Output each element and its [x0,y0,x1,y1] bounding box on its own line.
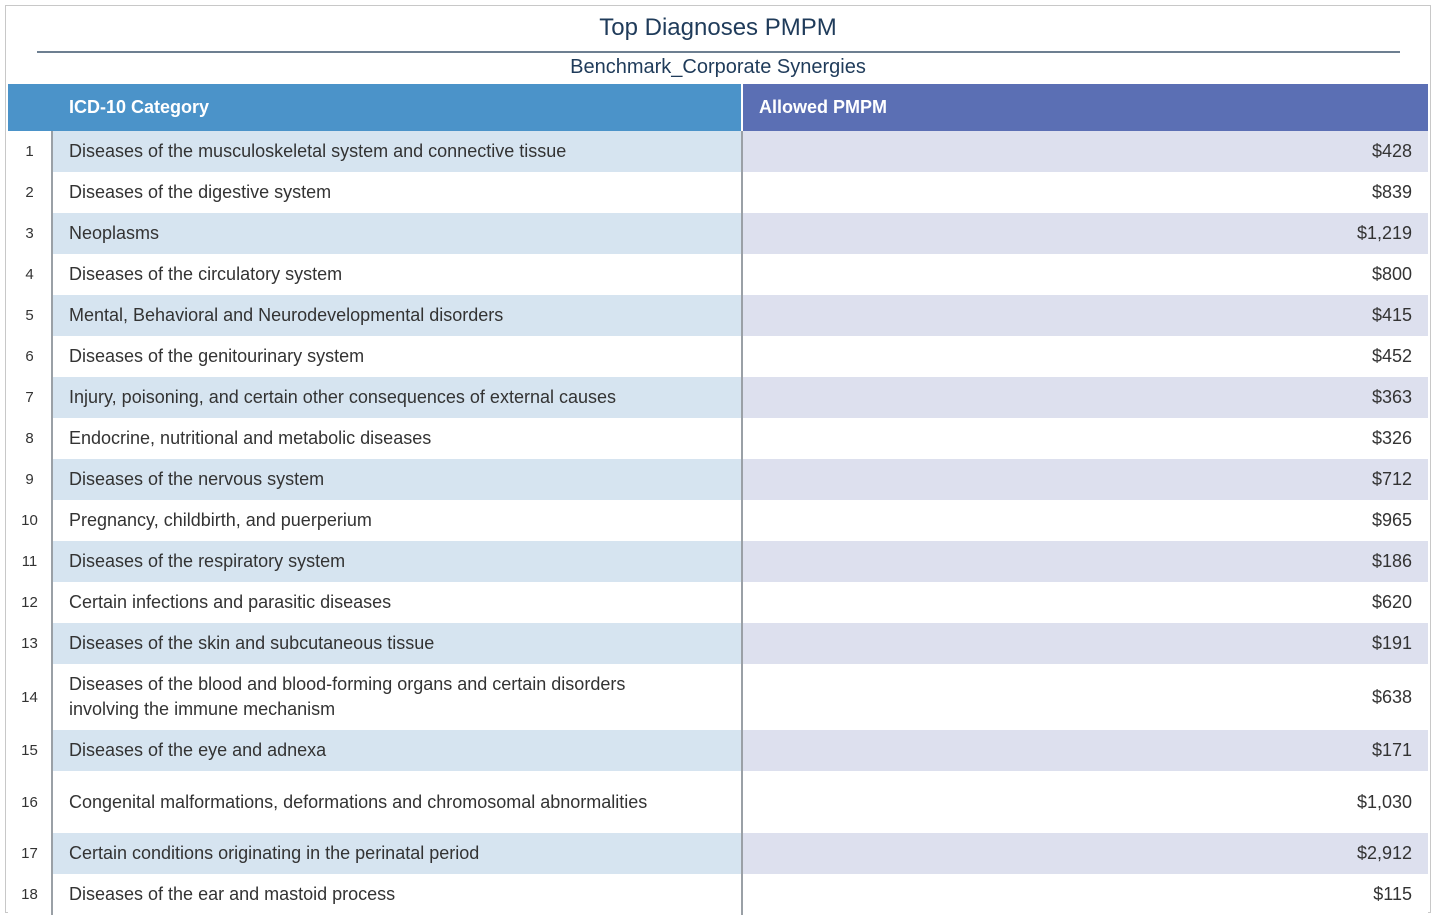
row-category: Diseases of the digestive system [53,172,741,213]
row-rank: 9 [8,459,53,500]
row-rank: 15 [8,730,53,771]
row-allowed-pmpm: $363 [741,377,1428,418]
row-category: Pregnancy, childbirth, and puerperium [53,500,741,541]
row-allowed-pmpm: $326 [741,418,1428,459]
row-allowed-pmpm: $638 [741,664,1428,730]
row-rank: 12 [8,582,53,623]
row-allowed-pmpm: $415 [741,295,1428,336]
row-category: Diseases of the musculoskeletal system a… [53,131,741,172]
row-category: Diseases of the blood and blood-forming … [53,664,741,730]
row-category: Mental, Behavioral and Neurodevelopmenta… [53,295,741,336]
row-rank: 11 [8,541,53,582]
row-rank: 3 [8,213,53,254]
row-category: Congenital malformations, deformations a… [53,771,741,833]
row-category: Diseases of the eye and adnexa [53,730,741,771]
row-category: Injury, poisoning, and certain other con… [53,377,741,418]
row-rank: 6 [8,336,53,377]
table-row: 10 Pregnancy, childbirth, and puerperium $… [8,500,1428,541]
table-row: 6 Diseases of the genitourinary system $45… [8,336,1428,377]
diagnoses-table: ICD-10 Category Allowed PMPM 1 Diseases o… [8,84,1428,915]
table-row: 13 Diseases of the skin and subcutaneous … [8,623,1428,664]
row-category: Diseases of the circulatory system [53,254,741,295]
header-category[interactable]: ICD-10 Category [53,84,741,131]
table-row: 14 Diseases of the blood and blood-formin… [8,664,1428,730]
header-allowed-pmpm[interactable]: Allowed PMPM [741,84,1428,131]
row-allowed-pmpm: $620 [741,582,1428,623]
row-rank: 4 [8,254,53,295]
row-allowed-pmpm: $115 [741,874,1428,915]
row-allowed-pmpm: $191 [741,623,1428,664]
row-allowed-pmpm: $1,030 [741,771,1428,833]
row-allowed-pmpm: $839 [741,172,1428,213]
row-category: Diseases of the skin and subcutaneous ti… [53,623,741,664]
row-rank: 14 [8,664,53,730]
row-rank: 13 [8,623,53,664]
table-row: 15 Diseases of the eye and adnexa $171 [8,730,1428,771]
row-category: Diseases of the respiratory system [53,541,741,582]
title-divider [37,51,1400,53]
table-row: 16 Congenital malformations, deformations… [8,771,1428,833]
row-rank: 8 [8,418,53,459]
row-allowed-pmpm: $800 [741,254,1428,295]
row-category: Diseases of the nervous system [53,459,741,500]
row-category: Endocrine, nutritional and metabolic dis… [53,418,741,459]
table-row: 18 Diseases of the ear and mastoid proces… [8,874,1428,915]
row-rank: 16 [8,771,53,833]
table-row: 7 Injury, poisoning, and certain other co… [8,377,1428,418]
row-allowed-pmpm: $712 [741,459,1428,500]
row-rank: 17 [8,833,53,874]
row-rank: 10 [8,500,53,541]
row-allowed-pmpm: $186 [741,541,1428,582]
table-row: 1 Diseases of the musculoskeletal system … [8,131,1428,172]
table-row: 17 Certain conditions originating in the … [8,833,1428,874]
table-row: 4 Diseases of the circulatory system $800 [8,254,1428,295]
table-row: 5 Mental, Behavioral and Neurodevelopment… [8,295,1428,336]
row-rank: 1 [8,131,53,172]
chart-subtitle: Benchmark_Corporate Synergies [570,56,866,78]
row-category: Diseases of the genitourinary system [53,336,741,377]
chart-title: Top Diagnoses PMPM [599,14,837,41]
table-row: 3 Neoplasms $1,219 [8,213,1428,254]
row-allowed-pmpm: $171 [741,730,1428,771]
row-category: Certain infections and parasitic disease… [53,582,741,623]
row-allowed-pmpm: $965 [741,500,1428,541]
row-category: Certain conditions originating in the pe… [53,833,741,874]
row-rank: 18 [8,874,53,915]
header-rank-cell [8,84,53,131]
row-category: Neoplasms [53,213,741,254]
row-allowed-pmpm: $428 [741,131,1428,172]
table-row: 8 Endocrine, nutritional and metabolic di… [8,418,1428,459]
row-allowed-pmpm: $2,912 [741,833,1428,874]
row-allowed-pmpm: $452 [741,336,1428,377]
table-row: 9 Diseases of the nervous system $712 [8,459,1428,500]
row-rank: 7 [8,377,53,418]
table-row: 11 Diseases of the respiratory system $186 [8,541,1428,582]
row-rank: 5 [8,295,53,336]
row-category: Diseases of the ear and mastoid process [53,874,741,915]
table-body: 1 Diseases of the musculoskeletal system … [8,131,1428,915]
table-row: 2 Diseases of the digestive system $839 [8,172,1428,213]
table-row: 12 Certain infections and parasitic disea… [8,582,1428,623]
row-allowed-pmpm: $1,219 [741,213,1428,254]
row-rank: 2 [8,172,53,213]
table-header-row: ICD-10 Category Allowed PMPM [8,84,1428,131]
